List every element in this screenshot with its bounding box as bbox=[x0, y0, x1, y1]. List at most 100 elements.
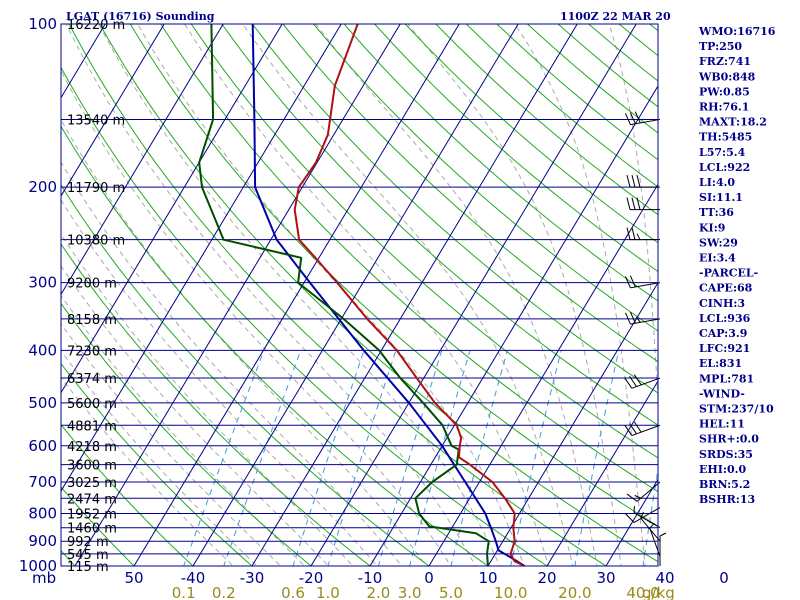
dry-adiabat bbox=[252, 24, 658, 394]
height-label: 1952 m bbox=[67, 507, 117, 522]
temperature-tick-label: 20 bbox=[537, 569, 556, 587]
mixing-ratio-tick-label: 10.0 bbox=[494, 584, 527, 600]
index-line: L57:5.4 bbox=[699, 146, 746, 159]
wind-barb-flag bbox=[629, 423, 637, 435]
temperature-tick-label: -10 bbox=[358, 569, 383, 587]
mixing-ratio-tick-label: 0.2 bbox=[212, 584, 236, 600]
moist-adiabat bbox=[61, 69, 452, 566]
dry-adiabat bbox=[61, 66, 548, 566]
wind-barb bbox=[633, 506, 661, 529]
temperature-tick-label: 0 bbox=[719, 569, 729, 587]
wind-barb-flag bbox=[633, 374, 642, 386]
dry-adiabat bbox=[61, 423, 194, 566]
temperature-tick-label: -40 bbox=[181, 569, 206, 587]
wind-barb bbox=[624, 111, 661, 126]
moist-adiabat bbox=[315, 24, 598, 566]
dry-adiabat bbox=[282, 24, 658, 363]
dry-adiabat bbox=[129, 24, 658, 527]
wind-barb-flag bbox=[634, 111, 641, 124]
wind-barb-flag bbox=[629, 112, 636, 124]
index-line: HEL:11 bbox=[699, 418, 745, 431]
moist-adiabat bbox=[184, 24, 550, 566]
dewpoint-trace bbox=[198, 24, 490, 566]
index-line: BSHR:13 bbox=[699, 493, 755, 506]
wind-barb-staff bbox=[633, 507, 661, 523]
dry-adiabat bbox=[527, 24, 658, 134]
index-line: TP:250 bbox=[699, 40, 742, 53]
height-label: 11790 m bbox=[67, 181, 125, 196]
height-label: 3025 m bbox=[67, 476, 117, 491]
station-title: LGAT (16716) Sounding bbox=[66, 10, 215, 23]
dry-adiabat bbox=[61, 243, 371, 566]
index-line: RH:76.1 bbox=[699, 101, 749, 114]
height-label: 545 m bbox=[67, 548, 109, 563]
wind-barb bbox=[624, 421, 661, 437]
dry-adiabat bbox=[221, 24, 658, 426]
temperature-trace bbox=[293, 24, 526, 566]
isotherm bbox=[61, 24, 283, 394]
temperature-tick-label: 30 bbox=[596, 569, 615, 587]
isotherm bbox=[605, 478, 658, 566]
pressure-tick-label: 400 bbox=[28, 341, 57, 359]
index-line: CAPE:68 bbox=[699, 282, 753, 295]
index-line: SW:29 bbox=[699, 236, 738, 249]
height-label: 4218 m bbox=[67, 440, 117, 455]
index-line: -PARCEL- bbox=[699, 267, 758, 280]
wind-barb bbox=[659, 532, 667, 566]
height-label: 16220 m bbox=[67, 18, 125, 33]
pressure-tick-label: 700 bbox=[28, 473, 57, 491]
index-line: TH:5485 bbox=[699, 131, 752, 144]
mixing-ratio-tick-label: 2.0 bbox=[366, 584, 390, 600]
dry-adiabat bbox=[61, 125, 489, 566]
isotherm bbox=[776, 12, 800, 578]
index-line: EL:831 bbox=[699, 357, 742, 370]
height-label: 13540 m bbox=[67, 113, 125, 128]
wind-barb-flag bbox=[624, 312, 631, 325]
dry-adiabat bbox=[588, 24, 658, 82]
isotherm bbox=[133, 24, 460, 566]
wind-barb-flag bbox=[624, 425, 633, 436]
pressure-tick-label: 100 bbox=[28, 15, 57, 33]
height-label: 3600 m bbox=[67, 459, 117, 474]
wind-barb bbox=[626, 227, 660, 241]
isotherm bbox=[192, 24, 519, 566]
diagram-grid bbox=[61, 12, 800, 578]
wind-barb bbox=[624, 311, 661, 325]
pressure-tick-label: 900 bbox=[28, 532, 57, 550]
stability-indices-panel: WMO:16716 TP:250 FRZ:741 WB0:848 PW:0.85 RH:7… bbox=[698, 25, 776, 506]
wind-barb-flag bbox=[634, 494, 642, 499]
pressure-tick-label: 500 bbox=[28, 394, 57, 412]
height-label: 10380 m bbox=[67, 234, 125, 249]
mixing-ratio-line bbox=[409, 350, 471, 566]
mixing-ratio-line bbox=[327, 350, 397, 566]
wind-barb-flag bbox=[636, 175, 641, 188]
index-line: SHR+:0.0 bbox=[699, 433, 759, 446]
isotherm bbox=[61, 24, 165, 197]
mixing-ratio-tick-label: 0.1 bbox=[172, 584, 196, 600]
wind-barb bbox=[624, 374, 661, 389]
isotherm bbox=[428, 183, 658, 566]
wind-barb-flag bbox=[631, 197, 636, 210]
height-label: 8158 m bbox=[67, 313, 117, 328]
wind-barbs bbox=[624, 111, 667, 566]
isotherm bbox=[546, 380, 658, 566]
wind-barb-staff bbox=[640, 517, 661, 542]
index-line: WB0:848 bbox=[698, 70, 756, 83]
pressure-tick-label: 1000 bbox=[19, 557, 57, 575]
pressure-tick-label: 200 bbox=[28, 178, 57, 196]
moist-adiabat bbox=[608, 24, 658, 406]
temperature-tick-label: 10 bbox=[478, 569, 497, 587]
wind-barb-flag bbox=[624, 113, 631, 125]
dry-adiabat bbox=[61, 486, 135, 566]
wind-barb-flag bbox=[633, 421, 642, 433]
isotherm bbox=[61, 24, 342, 492]
wind-barb-flag bbox=[625, 513, 635, 523]
wind-barb bbox=[625, 507, 661, 523]
moist-adiabat bbox=[61, 350, 258, 566]
wind-barb-flag bbox=[659, 532, 667, 537]
height-label: 9200 m bbox=[67, 277, 117, 292]
mixing-ratio-tick-label: 1.0 bbox=[316, 584, 340, 600]
mixing-ratio-tick-label: 5.0 bbox=[439, 584, 463, 600]
isotherm bbox=[310, 24, 637, 566]
